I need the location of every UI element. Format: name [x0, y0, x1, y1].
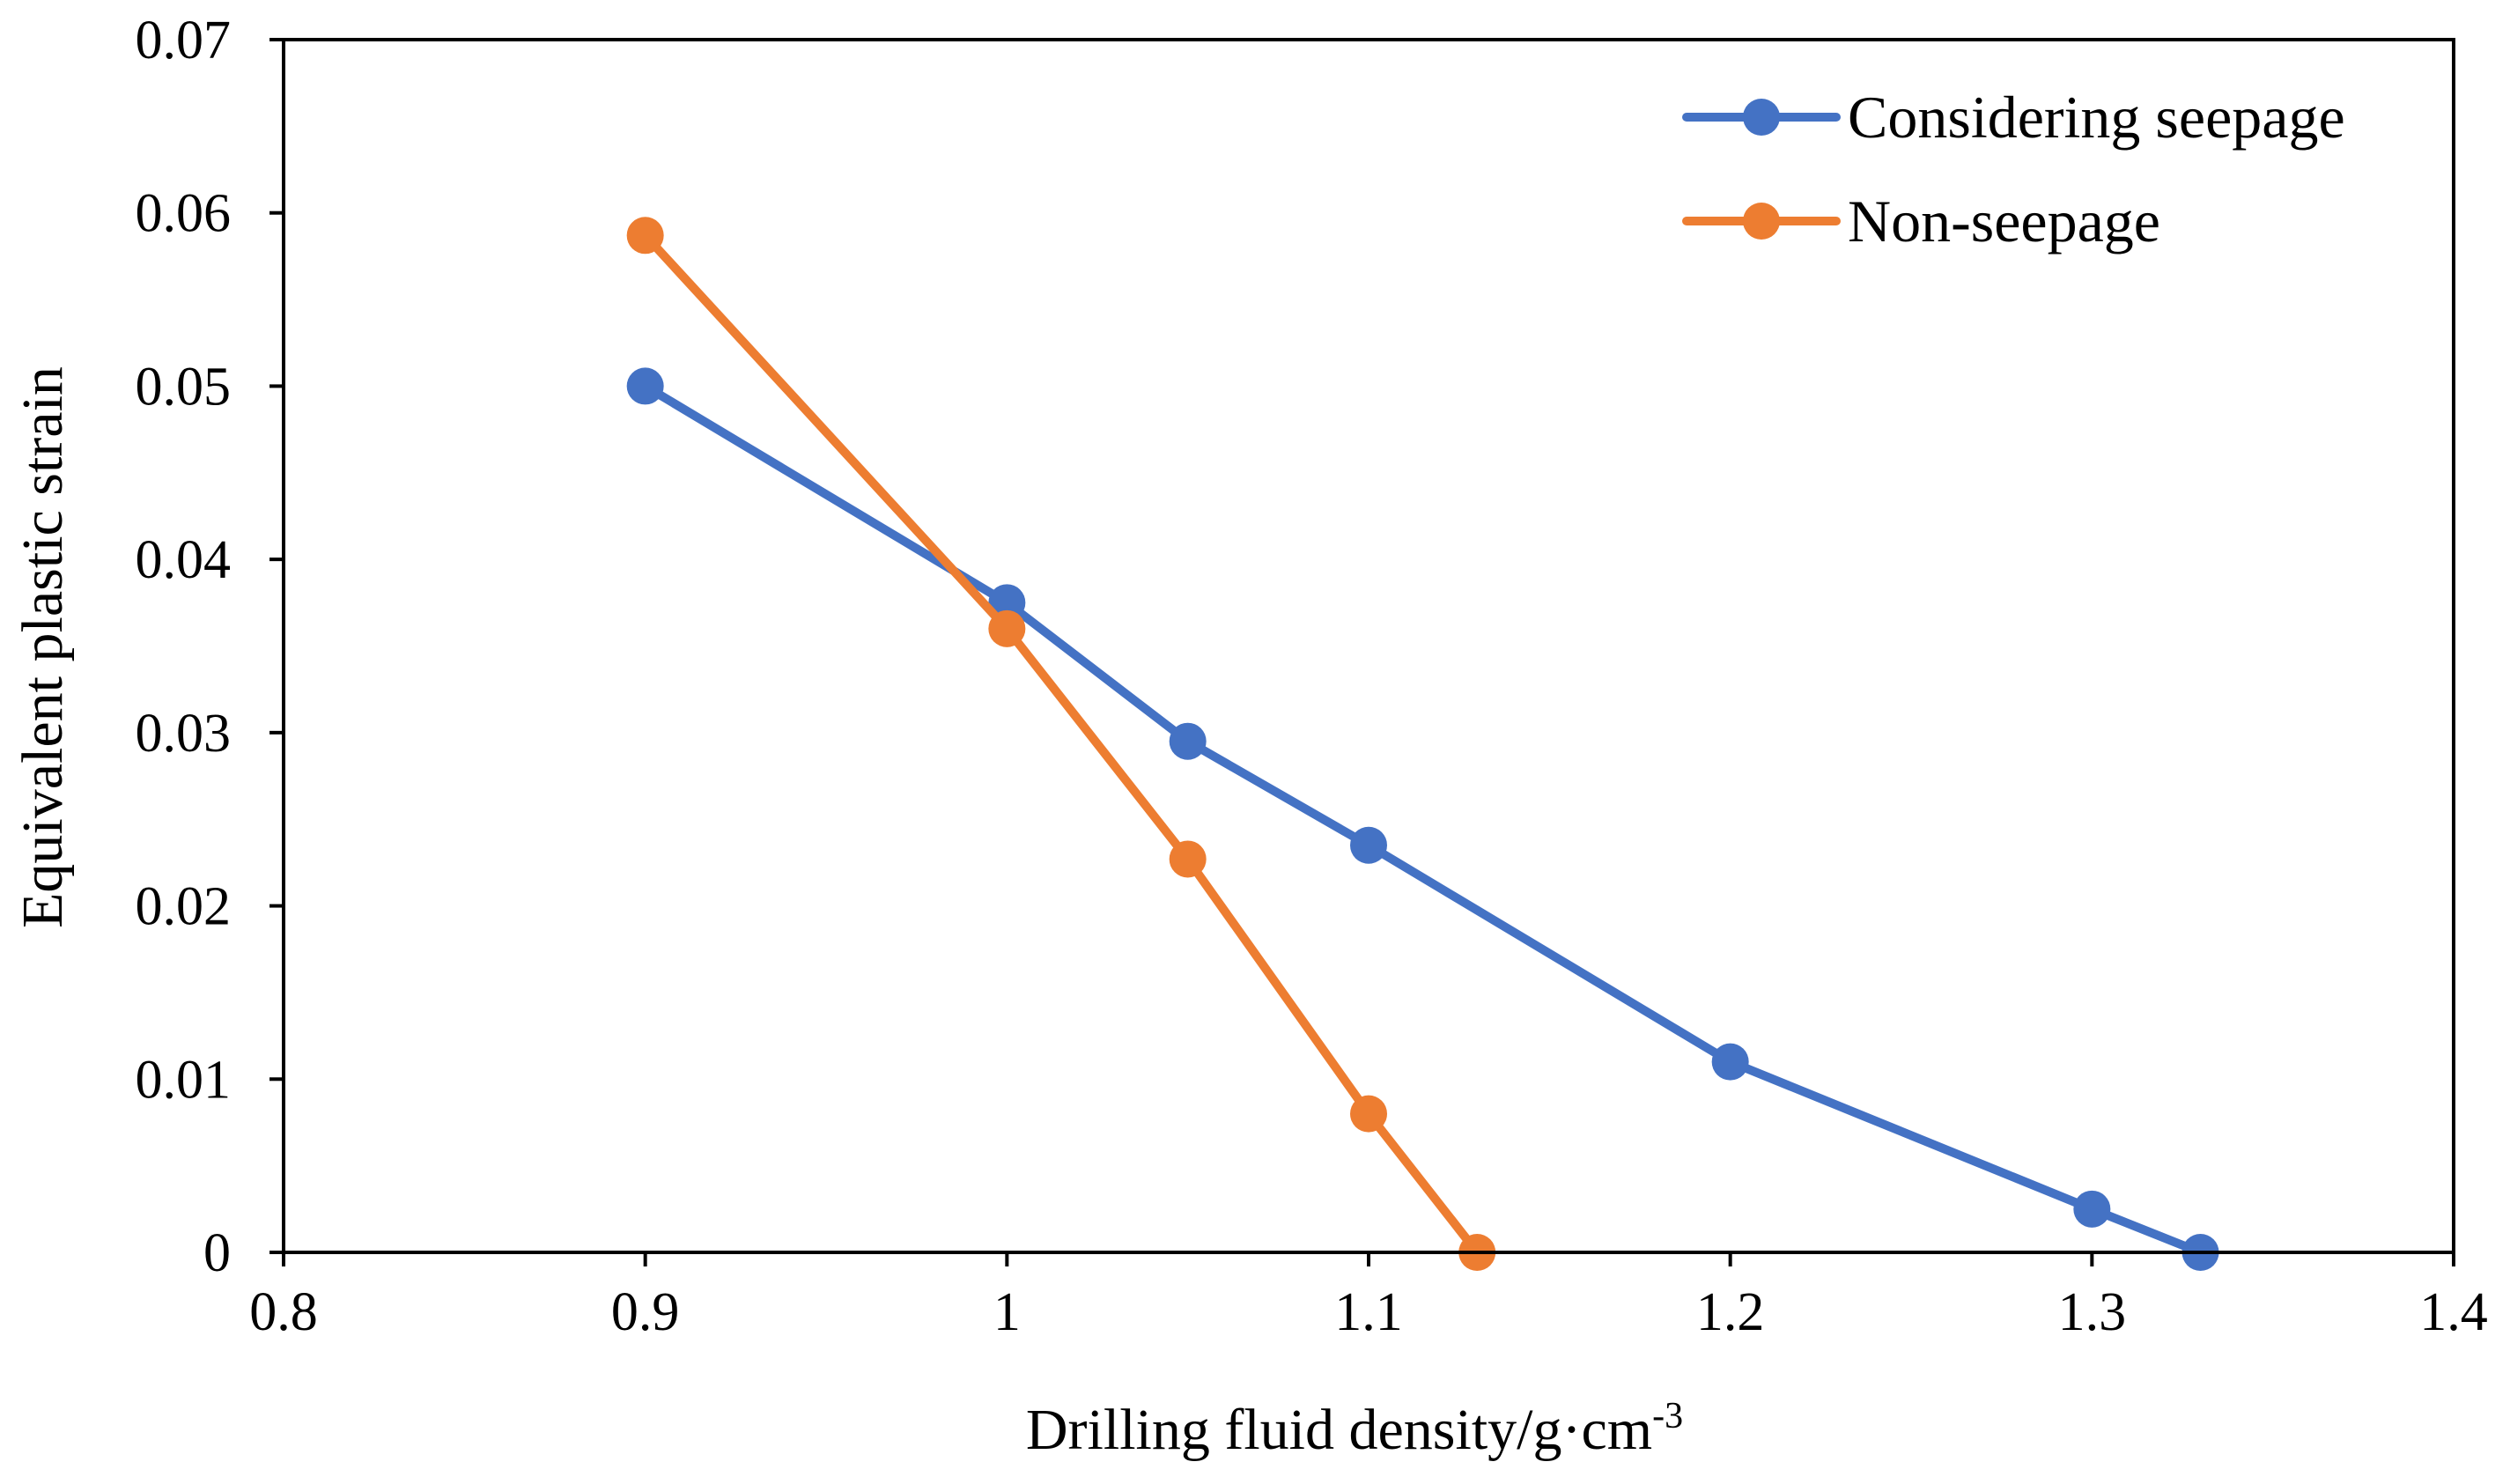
x-tick-label: 0.9 [611, 1282, 680, 1342]
axis-layer: 0.8 0.9 1 1.1 1.2 1.3 1.4 0 0.01 0.02 0.03 0.04 0.05… [136, 11, 2488, 1342]
y-tick-label: 0.02 [136, 877, 232, 937]
legend-marker-non-seepage [1743, 203, 1780, 240]
data-point-considering-seepage [988, 584, 1026, 622]
y-tick-label: 0.03 [136, 704, 232, 764]
legend: Considering seepage Non-seepage [1682, 84, 2345, 255]
x-tick-label: 1 [993, 1282, 1021, 1342]
data-point-non-seepage [988, 609, 1026, 647]
data-point-non-seepage [1169, 840, 1207, 878]
x-axis-title: Drilling fluid density/g·cm-3 [1026, 1396, 1683, 1462]
y-tick-label: 0.05 [136, 357, 232, 417]
y-tick-label: 0.01 [136, 1050, 232, 1110]
x-axis-title-superscript: -3 [1652, 1396, 1683, 1436]
legend-label-non-seepage: Non-seepage [1848, 188, 2160, 255]
y-tick-label: 0 [203, 1223, 231, 1283]
data-point-considering-seepage [2073, 1190, 2111, 1228]
data-point-non-seepage [1350, 1095, 1387, 1133]
legend-marker-considering-seepage [1743, 99, 1780, 136]
x-axis-title-main: Drilling fluid density/g·cm [1026, 1398, 1652, 1462]
y-axis-title: Equivalent plastic strain [11, 366, 75, 928]
x-tick-label: 1.1 [1334, 1282, 1403, 1342]
data-point-considering-seepage [1169, 722, 1207, 760]
data-point-considering-seepage [1711, 1043, 1749, 1081]
x-tick-label: 1.3 [2058, 1282, 2127, 1342]
x-tick-label: 1.4 [2419, 1282, 2488, 1342]
y-tick-label: 0.07 [136, 11, 232, 70]
y-tick-label: 0.04 [136, 530, 232, 590]
series-layer [626, 217, 2219, 1271]
x-tick-label: 1.2 [1696, 1282, 1765, 1342]
x-tick-label: 0.8 [249, 1282, 318, 1342]
data-point-non-seepage [626, 217, 664, 255]
y-tick-label: 0.06 [136, 184, 232, 244]
data-point-considering-seepage [626, 367, 664, 405]
legend-label-considering-seepage: Considering seepage [1848, 84, 2345, 151]
data-point-considering-seepage [1350, 826, 1387, 864]
